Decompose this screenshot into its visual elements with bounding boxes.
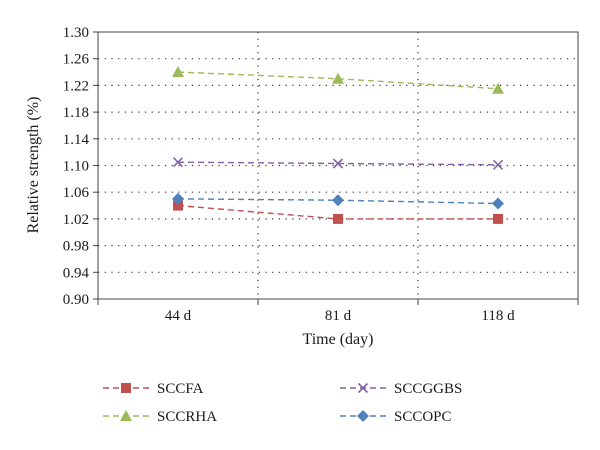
data-point bbox=[172, 157, 184, 168]
series-sccrha bbox=[172, 66, 504, 94]
y-tick-label: 1.02 bbox=[63, 212, 89, 228]
y-tick-label: 0.90 bbox=[63, 292, 89, 308]
legend-marker bbox=[357, 410, 369, 422]
y-tick-label: 0.94 bbox=[63, 265, 90, 281]
x-tick-label: 81 d bbox=[325, 308, 352, 324]
y-axis-ticks: 0.90 0.94 0.98 1.02 1.06 1.10 1.14 1.18 1.22 1.26… bbox=[63, 25, 98, 308]
legend-item-sccggbs: SCCGGBS bbox=[340, 381, 462, 397]
data-point bbox=[173, 200, 183, 211]
y-tick-label: 1.18 bbox=[63, 105, 89, 121]
legend-item-sccrha: SCCRHA bbox=[103, 409, 217, 425]
legend: SCCFA SCCRHA SCCGGBS SCCOPC bbox=[103, 381, 462, 425]
grid-lines bbox=[98, 32, 578, 299]
data-point bbox=[332, 72, 344, 84]
series-sccfa bbox=[173, 200, 503, 224]
legend-marker bbox=[357, 382, 369, 394]
y-tick-label: 1.10 bbox=[63, 159, 89, 175]
y-tick-label: 0.98 bbox=[63, 239, 89, 255]
data-point bbox=[493, 213, 503, 224]
y-axis-title: Relative strength (%) bbox=[25, 97, 42, 234]
legend-marker bbox=[121, 383, 131, 393]
y-tick-label: 1.06 bbox=[63, 185, 90, 201]
plot-area-frame bbox=[97, 31, 579, 300]
y-tick-label: 1.30 bbox=[63, 25, 89, 41]
x-tick-label: 118 d bbox=[481, 308, 515, 324]
legend-item-sccopc: SCCOPC bbox=[340, 409, 452, 425]
legend-label: SCCRHA bbox=[157, 409, 217, 425]
series-group bbox=[172, 66, 504, 224]
data-point bbox=[172, 192, 184, 205]
legend-item-sccfa: SCCFA bbox=[103, 381, 204, 397]
data-point bbox=[492, 197, 504, 210]
y-tick-label: 1.14 bbox=[63, 132, 90, 148]
legend-marker bbox=[120, 410, 132, 421]
legend-label: SCCGGBS bbox=[394, 381, 462, 397]
y-tick-label: 1.22 bbox=[63, 78, 89, 94]
y-tick-label: 1.26 bbox=[63, 52, 90, 68]
data-point bbox=[332, 194, 344, 207]
legend-label: SCCOPC bbox=[394, 409, 452, 425]
series-sccggbs bbox=[172, 157, 504, 170]
legend-label: SCCFA bbox=[157, 381, 204, 397]
series-sccopc bbox=[172, 192, 504, 210]
data-point bbox=[172, 66, 184, 78]
x-axis-title: Time (day) bbox=[303, 331, 374, 348]
data-point bbox=[492, 159, 504, 170]
x-tick-label: 44 d bbox=[165, 308, 192, 324]
data-point bbox=[492, 82, 504, 94]
x-axis-ticks: 44 d 81 d 118 d bbox=[97, 299, 579, 324]
data-point bbox=[333, 213, 343, 224]
data-point bbox=[332, 158, 344, 169]
